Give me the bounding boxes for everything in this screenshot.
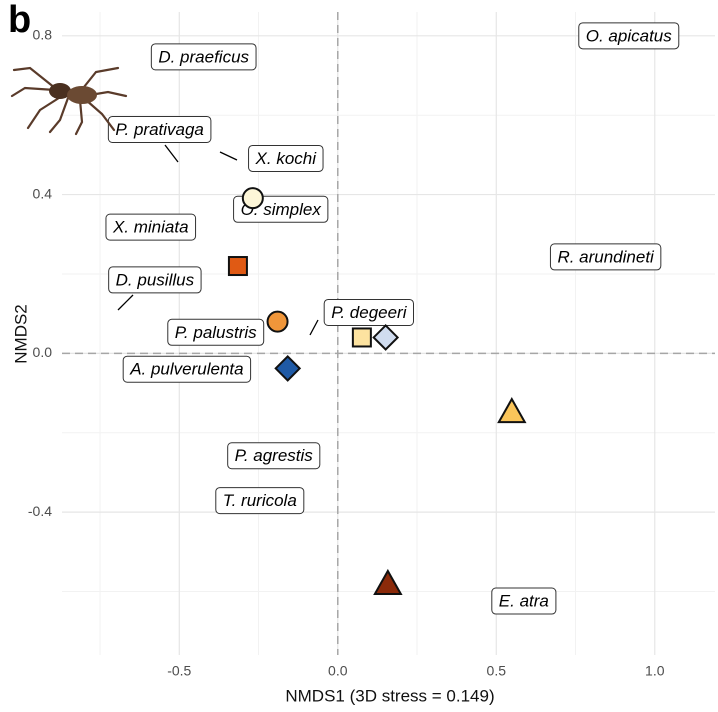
species-label: P. prativaga: [107, 115, 212, 143]
species-label: X. kochi: [248, 144, 324, 172]
leader-line: [309, 319, 319, 336]
label-box: [491, 587, 557, 615]
label-text: P. agrestis: [235, 446, 314, 465]
label-text: P. palustris: [175, 323, 257, 342]
spider-legs: [10, 66, 128, 136]
point: [227, 256, 248, 277]
x-tick-label: 0.0: [328, 663, 348, 679]
x-tick-label: 1.0: [645, 663, 665, 679]
point: [373, 568, 403, 595]
y-tick-label: -0.4: [28, 503, 52, 519]
label-text: E. atra: [499, 592, 549, 611]
y-tick-label: 0.0: [33, 344, 53, 360]
label-box: [108, 266, 202, 294]
label-box: [150, 43, 257, 71]
label-text: A. pulverulenta: [129, 360, 243, 379]
label-text: X. kochi: [255, 149, 318, 168]
label-box: [227, 442, 321, 470]
plot-layers: -0.5 0.0 0.5 1.0 -0.4 0.0 0.4 0.8 D. praeficus O.…: [28, 12, 715, 679]
point: [266, 310, 289, 333]
leader-lines: [117, 144, 319, 336]
spider-illustration: [10, 66, 128, 136]
x-tick-label: 0.5: [487, 663, 507, 679]
species-label: P. palustris: [167, 318, 265, 346]
label-box: [107, 115, 212, 143]
species-label: D. praeficus: [150, 43, 257, 71]
label-text: D. praeficus: [158, 47, 249, 66]
leader-line: [164, 144, 179, 163]
leader-line: [219, 151, 238, 161]
species-label: R. arundineti: [549, 243, 662, 271]
label-text: P. degeeri: [331, 303, 408, 322]
species-label: O. apicatus: [578, 22, 680, 50]
leader-line: [117, 294, 134, 311]
label-box: [578, 22, 680, 50]
label-box: [215, 487, 305, 515]
point: [497, 397, 527, 424]
spider-body: [67, 86, 97, 104]
point: [372, 324, 400, 351]
label-box: [167, 318, 265, 346]
species-label: X. miniata: [105, 213, 197, 241]
point: [241, 187, 264, 210]
species-label: D. pusillus: [108, 266, 202, 294]
species-label: P. degeeri: [323, 298, 415, 326]
x-tick-label: -0.5: [167, 663, 191, 679]
x-axis-title: NMDS1 (3D stress = 0.149): [285, 686, 494, 705]
y-axis-title: NMDS2: [11, 304, 30, 364]
spider-head: [49, 83, 71, 99]
label-text: T. ruricola: [223, 491, 297, 510]
panel-label: b: [8, 0, 31, 41]
label-text: P. prativaga: [115, 120, 204, 139]
label-box: [248, 144, 324, 172]
species-label: P. agrestis: [227, 442, 321, 470]
y-tick-label: 0.8: [33, 27, 53, 43]
species-label: T. ruricola: [215, 487, 305, 515]
label-box: [323, 298, 415, 326]
label-text: R. arundineti: [557, 247, 655, 266]
label-text: O. apicatus: [586, 26, 672, 45]
point: [351, 327, 372, 348]
label-box: [105, 213, 197, 241]
point: [274, 355, 302, 382]
label-box: [122, 355, 252, 383]
y-tick-label: 0.4: [33, 185, 53, 201]
label-text: D. pusillus: [116, 270, 195, 289]
label-box: [549, 243, 662, 271]
species-label: A. pulverulenta: [122, 355, 252, 383]
species-label: E. atra: [491, 587, 557, 615]
label-text: X. miniata: [112, 218, 189, 237]
